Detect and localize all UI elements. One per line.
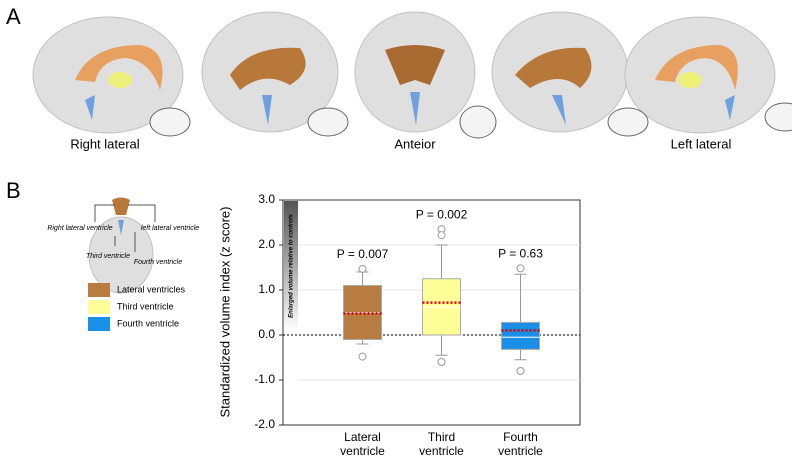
y-tick-label: 2.0 — [258, 237, 275, 251]
gradient-label: Enlarged volume relative to controls — [289, 213, 295, 317]
plot-frame — [282, 199, 581, 426]
y-tick-label: 1.0 — [258, 282, 275, 296]
diagram-label: left lateral ventricle — [141, 225, 199, 232]
gradient-bar — [284, 201, 298, 331]
view-label: Right lateral — [70, 136, 139, 151]
legend-label: Lateral ventricles — [117, 284, 186, 294]
box — [501, 321, 540, 350]
panel-label: B — [6, 178, 21, 203]
legend-label: Fourth ventricle — [117, 318, 179, 328]
legend-swatch — [88, 283, 110, 297]
p-value: P = 0.002 — [416, 207, 468, 221]
diagram-label: Right lateral ventricle — [47, 225, 112, 232]
view-label: Anteior — [394, 136, 436, 151]
p-value: P = 0.63 — [498, 247, 543, 261]
legend-swatch — [88, 317, 110, 331]
y-axis-label: Standardized volume index (z score) — [217, 207, 232, 418]
outlier — [358, 352, 367, 361]
diagram-leaders — [94, 204, 156, 252]
x-tick-label: Fourth ventricle — [498, 430, 543, 457]
outlier — [516, 264, 525, 273]
panel-label: A — [6, 4, 21, 29]
outlier — [437, 231, 446, 240]
y-tick-label: 0.0 — [258, 327, 275, 341]
diagram-label: Fourth ventricle — [134, 259, 182, 266]
legend-swatch — [88, 300, 110, 314]
brain-icons — [149, 102, 792, 139]
outlier — [437, 358, 446, 366]
x-tick-label: Third ventricle — [419, 430, 464, 457]
y-tick-label: -1.0 — [254, 372, 275, 386]
outlier — [516, 367, 525, 375]
ventricles — [75, 45, 738, 235]
y-tick-label: 3.0 — [258, 192, 275, 206]
outlier — [358, 264, 367, 273]
diagram-label: Third ventricle — [86, 253, 130, 260]
p-value: P = 0.007 — [337, 247, 389, 261]
y-tick-label: -2.0 — [254, 417, 275, 431]
view-label: Left lateral — [671, 136, 732, 151]
legend-label: Third ventricle — [117, 301, 174, 311]
x-tick-label: Lateral ventricle — [340, 430, 385, 457]
